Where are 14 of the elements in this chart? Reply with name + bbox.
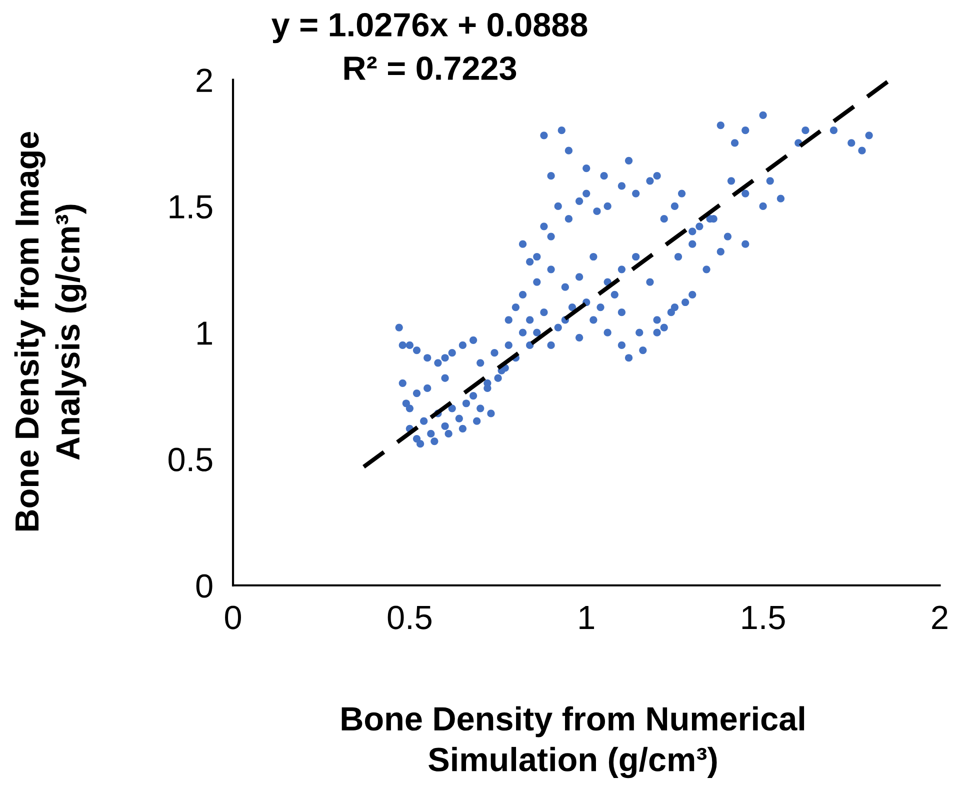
x-tick-label: 1.5 [742,606,785,630]
y-tick-label: 0.5 [168,448,212,472]
x-tick-label: 1 [580,606,594,629]
x-axis-title: Bone Density from Numerical Simulation (g/cm³) [342,706,804,778]
annotation: R² = 0.7223 [344,56,516,80]
x-tick-label: 0.5 [388,606,432,630]
x-tick-label: 0 [225,606,241,630]
y-tick-label: 0 [196,574,212,598]
y-tick-label: 1 [198,322,212,345]
y-axis-title: Bone Density from Image Analysis (g/cm³) [14,132,86,531]
y-tick-label: 1.5 [170,195,212,219]
y-tick-label: 2 [196,68,212,92]
x-tick-label: 2 [932,606,948,629]
text: y = 1.0276x + 0.0888 [272,12,588,44]
